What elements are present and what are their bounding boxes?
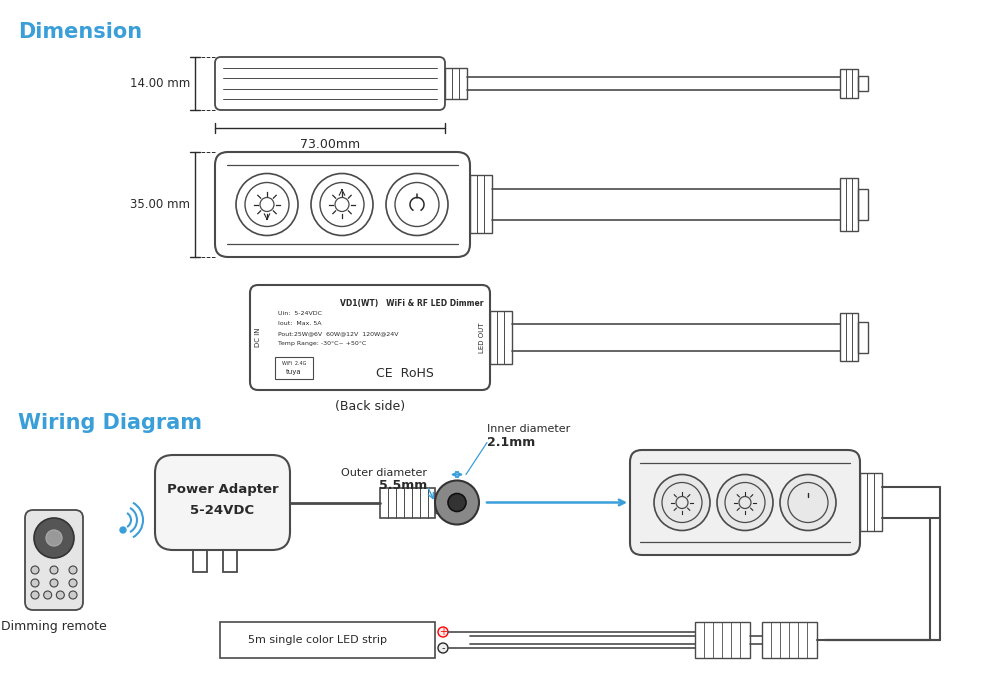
Text: Pout:25W@6V  60W@12V  120W@24V: Pout:25W@6V 60W@12V 120W@24V [278, 331, 399, 336]
Text: Dimming remote: Dimming remote [1, 620, 107, 633]
Circle shape [50, 579, 58, 587]
Text: WiFi  2.4G: WiFi 2.4G [282, 361, 306, 366]
Circle shape [717, 475, 773, 531]
Bar [380, 487, 435, 517]
Text: 5m single color LED strip: 5m single color LED strip [248, 635, 387, 645]
Text: (Back side): (Back side) [335, 400, 405, 413]
Text: Outer diameter: Outer diameter [341, 468, 427, 477]
Circle shape [69, 591, 77, 599]
Bar [193, 550, 207, 572]
FancyBboxPatch shape [630, 450, 860, 555]
Circle shape [31, 591, 39, 599]
Text: +: + [439, 627, 447, 637]
FancyBboxPatch shape [25, 510, 83, 610]
Bar [840, 314, 858, 360]
Circle shape [435, 480, 479, 524]
Text: Inner diameter: Inner diameter [487, 424, 570, 435]
Bar [695, 622, 750, 658]
Circle shape [654, 475, 710, 531]
Bar [470, 175, 492, 233]
Text: 14.00 mm: 14.00 mm [130, 77, 190, 90]
Circle shape [438, 627, 448, 637]
Bar [858, 189, 868, 220]
Text: Dimension: Dimension [18, 22, 143, 42]
Text: LED OUT: LED OUT [479, 322, 485, 353]
Circle shape [50, 566, 58, 574]
Bar [435, 493, 438, 512]
Circle shape [31, 566, 39, 574]
Text: tuya: tuya [286, 369, 302, 375]
Circle shape [438, 643, 448, 653]
Bar [858, 76, 868, 92]
Text: Iout:  Max. 5A: Iout: Max. 5A [278, 321, 322, 326]
Bar [220, 622, 435, 658]
Bar [858, 322, 868, 354]
Text: VD1(WT)   WiFi & RF LED Dimmer: VD1(WT) WiFi & RF LED Dimmer [340, 299, 483, 308]
Circle shape [56, 591, 64, 599]
Circle shape [120, 527, 126, 533]
Circle shape [69, 579, 77, 587]
Text: Wiring Diagram: Wiring Diagram [18, 413, 202, 433]
Circle shape [31, 579, 39, 587]
Circle shape [46, 530, 62, 546]
Bar [275, 357, 313, 379]
Text: -: - [442, 643, 445, 653]
Circle shape [34, 518, 74, 558]
Circle shape [44, 591, 51, 599]
Text: Power Adapter: Power Adapter [166, 484, 278, 496]
Text: CE  RoHS: CE RoHS [376, 367, 434, 380]
FancyBboxPatch shape [155, 455, 290, 550]
Bar [860, 473, 882, 531]
Text: DC IN: DC IN [255, 328, 261, 347]
Text: 73.00mm: 73.00mm [300, 138, 360, 151]
Text: 2.1mm: 2.1mm [487, 436, 536, 449]
Text: 5.5mm: 5.5mm [379, 479, 427, 492]
Text: Uin:  5-24VDC: Uin: 5-24VDC [278, 311, 322, 316]
Bar [762, 622, 817, 658]
Bar [840, 178, 858, 231]
Text: Temp Range: -30°C~ +50°C: Temp Range: -30°C~ +50°C [278, 341, 366, 346]
Circle shape [69, 566, 77, 574]
Text: 5-24VDC: 5-24VDC [190, 503, 254, 517]
Bar [223, 550, 237, 572]
Bar [490, 312, 512, 364]
Circle shape [780, 475, 836, 531]
Bar [840, 69, 858, 98]
Bar [445, 68, 467, 99]
Circle shape [448, 494, 466, 512]
Text: 35.00 mm: 35.00 mm [130, 198, 190, 211]
